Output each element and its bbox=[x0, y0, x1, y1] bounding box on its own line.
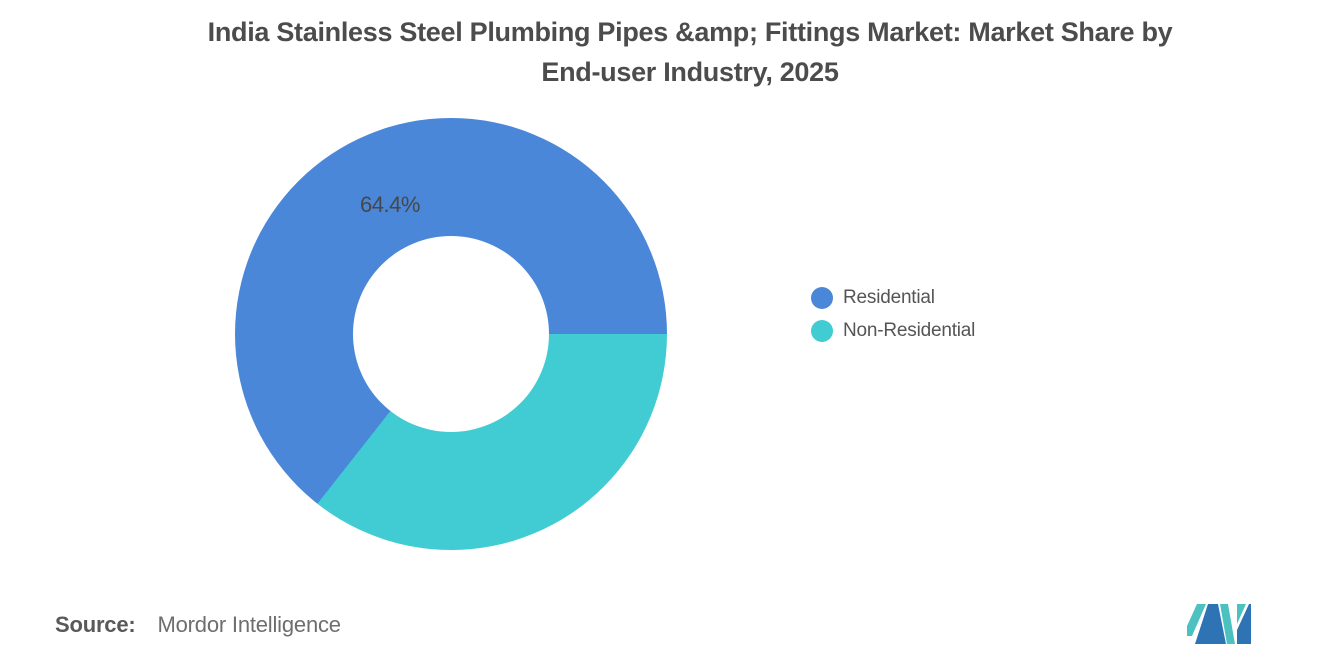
legend-item-residential[interactable]: Residential bbox=[811, 286, 975, 309]
legend-label-non-residential: Non-Residential bbox=[843, 319, 976, 341]
mordor-intelligence-logo bbox=[1187, 604, 1251, 644]
legend-label-residential: Residential bbox=[843, 286, 935, 308]
legend: Residential Non-Residential bbox=[811, 286, 975, 352]
legend-marker-non-residential bbox=[811, 319, 833, 342]
slice-label-residential: 64.4% bbox=[360, 192, 420, 217]
chart-title-line1: India Stainless Steel Plumbing Pipes &am… bbox=[207, 17, 1173, 47]
source-label: Source: bbox=[55, 612, 136, 637]
chart-title-line2: End-user Industry, 2025 bbox=[541, 57, 839, 87]
legend-item-non-residential[interactable]: Non-Residential bbox=[811, 319, 975, 342]
donut-chart[interactable] bbox=[235, 118, 667, 550]
source-value: Mordor Intelligence bbox=[157, 612, 341, 637]
donut-hole bbox=[353, 236, 549, 432]
source-line: Source: Mordor Intelligence bbox=[55, 612, 341, 638]
legend-marker-residential bbox=[811, 286, 833, 309]
chart-title: India Stainless Steel Plumbing Pipes &am… bbox=[60, 12, 1320, 92]
